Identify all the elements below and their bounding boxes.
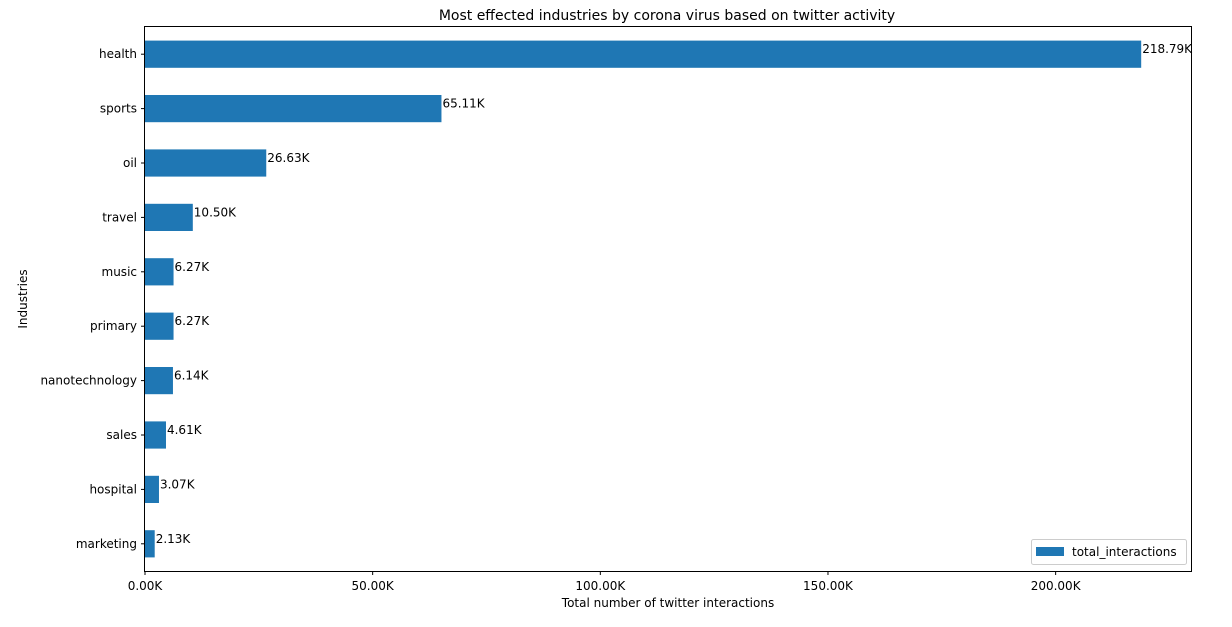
y-tick-label-hospital: hospital xyxy=(89,482,137,496)
data-label-travel: 10.50K xyxy=(194,205,237,219)
data-label-hospital: 3.07K xyxy=(160,477,196,491)
data-label-music: 6.27K xyxy=(175,260,211,274)
legend-box xyxy=(1031,539,1187,565)
bar-hospital xyxy=(145,475,159,503)
data-label-health: 218.79K xyxy=(1142,42,1193,56)
data-label-marketing: 2.13K xyxy=(156,532,192,546)
x-tick-label: 50.00K xyxy=(352,579,395,593)
data-label-nanotechnology: 6.14K xyxy=(174,369,210,383)
bar-health xyxy=(145,40,1142,68)
data-label-oil: 26.63K xyxy=(267,151,310,165)
y-tick-label-sports: sports xyxy=(100,102,137,116)
x-tick-label: 0.00K xyxy=(128,579,164,593)
y-axis-ticks: health sports oil travel music primary nanotec… xyxy=(40,47,145,551)
data-labels-group: 218.79K 65.11K 26.63K 10.50K 6.27K 6.27K 6.14K… xyxy=(156,42,1193,546)
y-tick-label-oil: oil xyxy=(123,156,137,170)
y-tick-label-primary: primary xyxy=(90,319,137,333)
y-tick-label-nanotechnology: nanotechnology xyxy=(40,374,137,388)
plot-frame xyxy=(144,26,1192,572)
x-tick-label: 150.00K xyxy=(803,579,854,593)
bars-group xyxy=(145,40,1142,558)
bar-travel xyxy=(145,203,193,231)
y-tick-label-travel: travel xyxy=(102,210,137,224)
bar-music xyxy=(145,258,174,286)
data-label-sports: 65.11K xyxy=(442,97,485,111)
data-label-primary: 6.27K xyxy=(175,314,211,328)
data-label-sales: 4.61K xyxy=(167,423,203,437)
bar-primary xyxy=(145,312,174,340)
bar-sales xyxy=(145,421,166,449)
y-tick-label-marketing: marketing xyxy=(76,537,137,551)
x-tick-label: 200.00K xyxy=(1031,579,1082,593)
bar-nanotechnology xyxy=(145,367,173,395)
y-tick-label-health: health xyxy=(99,47,137,61)
x-tick-label: 100.00K xyxy=(575,579,626,593)
bar-sports xyxy=(145,95,442,123)
bar-marketing xyxy=(145,530,155,558)
x-axis-label: Total number of twitter interactions xyxy=(561,596,774,610)
legend: total_interactions xyxy=(1031,539,1187,565)
y-tick-label-sales: sales xyxy=(106,428,137,442)
y-tick-label-music: music xyxy=(102,265,137,279)
x-axis-ticks: 0.00K 50.00K 100.00K 150.00K 200.00K xyxy=(128,571,1082,593)
legend-label: total_interactions xyxy=(1072,545,1177,559)
y-axis-label: Industries xyxy=(16,269,30,328)
bar-oil xyxy=(145,149,267,177)
chart-title: Most effected industries by corona virus… xyxy=(439,8,895,24)
legend-swatch xyxy=(1036,547,1064,556)
